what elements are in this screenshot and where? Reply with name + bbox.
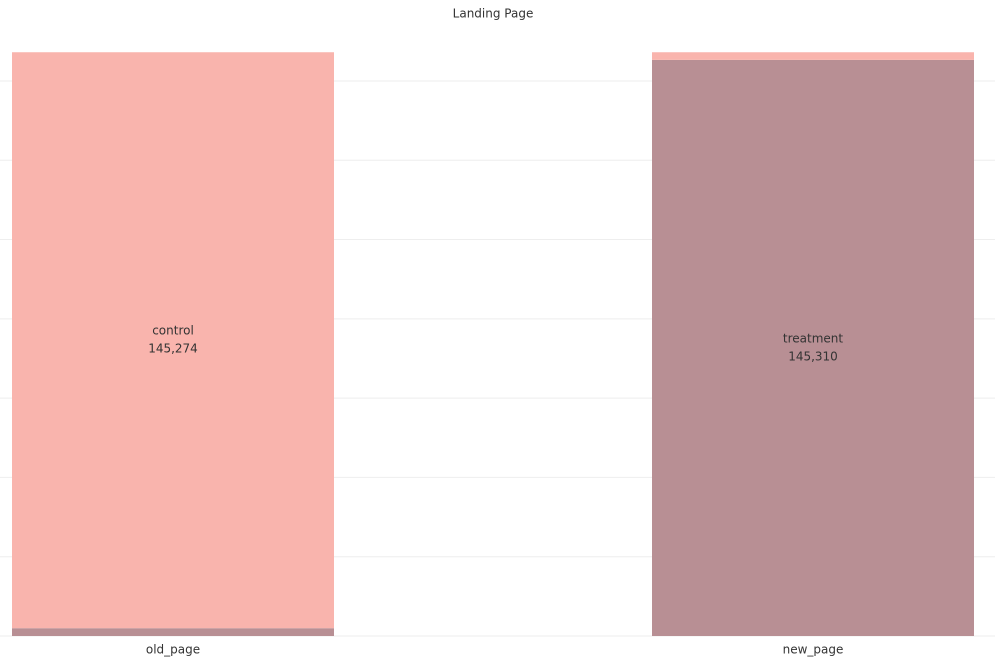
bar-segment (12, 52, 334, 629)
bar-segment (652, 52, 974, 60)
x-tick-label: new_page (783, 643, 844, 657)
bar-segment (12, 628, 334, 636)
bar-segment (652, 59, 974, 636)
segment-name: treatment (783, 331, 843, 345)
x-tick-label: old_page (146, 643, 200, 657)
segment-name: control (152, 324, 194, 338)
data-label: 145,274 (148, 342, 198, 356)
chart-title: Landing Page (453, 7, 534, 21)
data-label: 145,310 (788, 349, 838, 363)
